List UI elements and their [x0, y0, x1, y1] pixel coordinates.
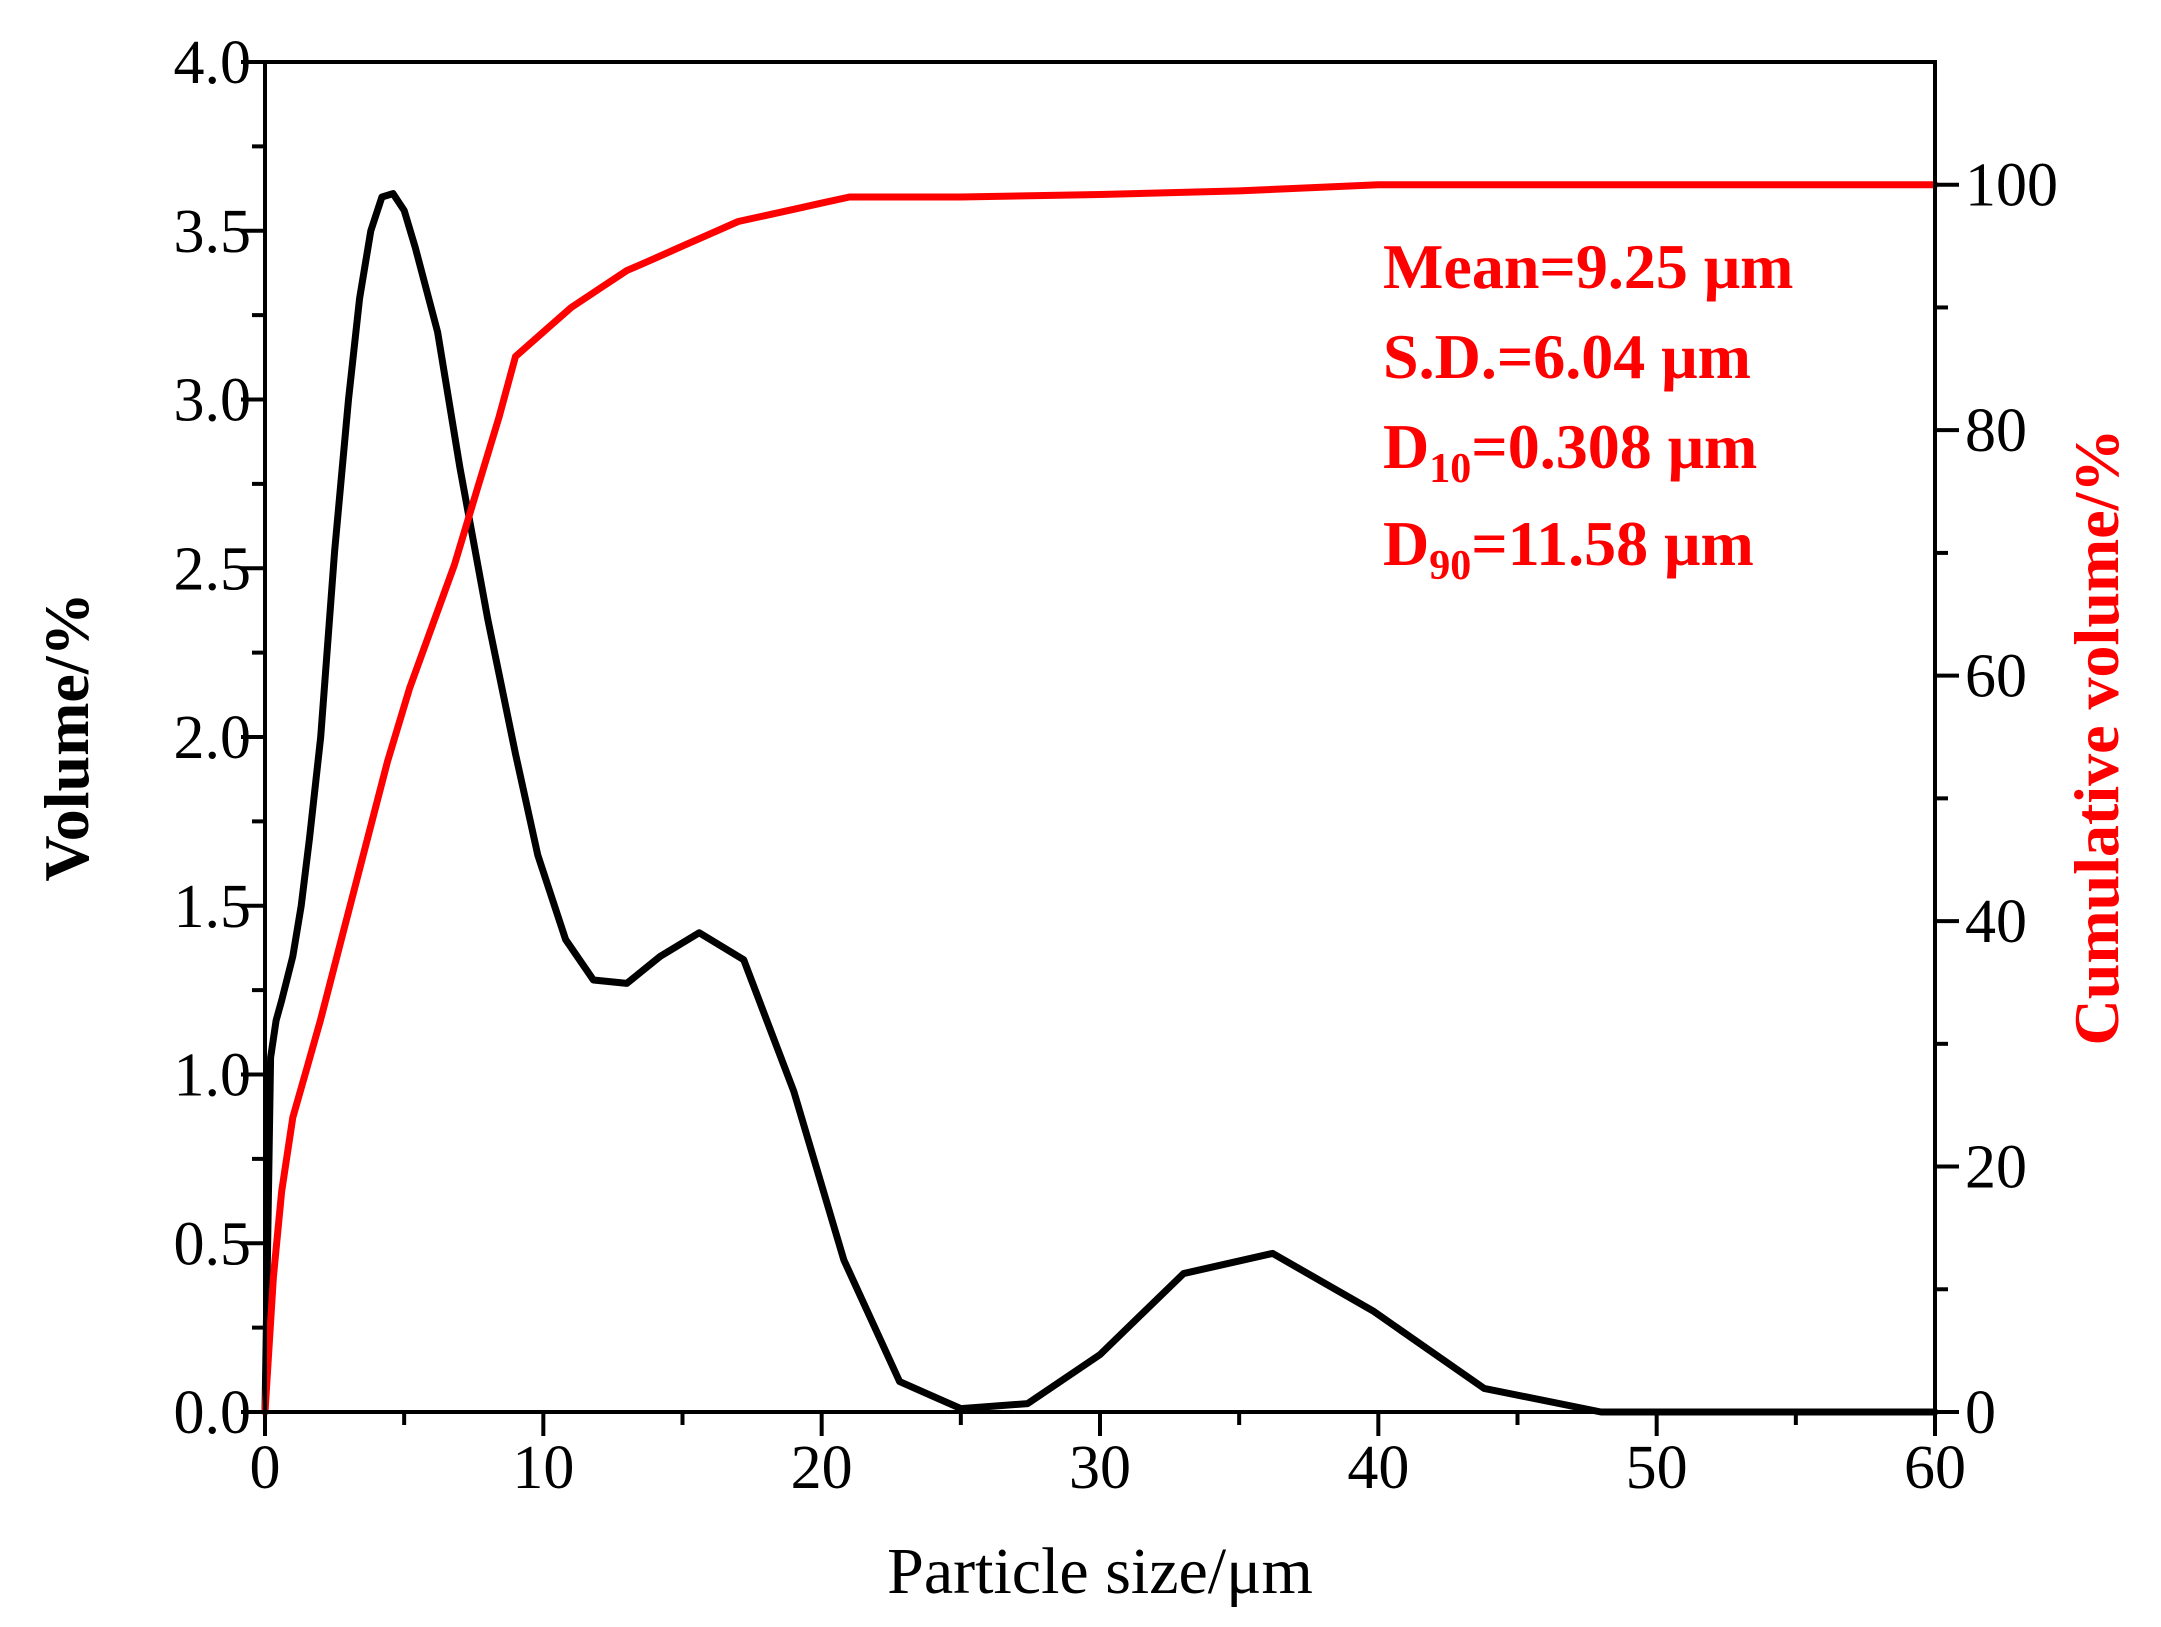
y2-tick-label: 0 — [1965, 1379, 1996, 1447]
annotation-d90-sub: 90 — [1429, 543, 1471, 589]
y-axis-label: Volume/% — [31, 592, 102, 881]
annotation-d90-prefix: D — [1383, 508, 1429, 579]
annotation-sd: S.D.=6.04 μm — [1383, 321, 1751, 392]
x-tick-label: 0 — [250, 1434, 281, 1502]
y-tick-label: 4.0 — [174, 29, 252, 97]
x-tick-label: 40 — [1347, 1434, 1409, 1502]
series-line-cumulative — [261, 181, 1939, 1416]
y-tick-label: 3.5 — [174, 198, 252, 266]
x-tick-label: 50 — [1626, 1434, 1688, 1502]
y-tick-label: 2.5 — [174, 535, 252, 603]
y2-tick-label: 60 — [1965, 643, 2027, 711]
annotation-d10-prefix: D — [1383, 411, 1429, 482]
y-tick-label: 2.0 — [174, 704, 252, 772]
x-axis-label: Particle size/μm — [887, 1535, 1313, 1608]
x-tick-label: 60 — [1904, 1434, 1966, 1502]
annotation-d10-suffix: =0.308 μm — [1471, 411, 1757, 482]
annotation-d10-sub: 10 — [1429, 446, 1471, 492]
y2-axis-label: Cumulative volume/% — [2061, 429, 2132, 1046]
y2-tick-label: 100 — [1965, 152, 2058, 220]
annotation-mean: Mean=9.25 μm — [1383, 231, 1793, 302]
series-layer — [261, 181, 1939, 1416]
y-tick-label: 1.0 — [174, 1042, 252, 1110]
axes-layer: 0 10 20 30 40 50 60 0.0 0.5 1.0 1.5 2.0 2.5 3.0 3.5 4.0… — [174, 29, 2059, 1502]
series-line-volume — [261, 190, 1939, 1416]
annotation-d90: D90=11.58 μm — [1383, 508, 1754, 589]
y2-tick-label: 20 — [1965, 1134, 2027, 1202]
x-tick-label: 20 — [791, 1434, 853, 1502]
y-tick-label: 0.5 — [174, 1210, 252, 1278]
y2-tick-label: 40 — [1965, 888, 2027, 956]
y-tick-label: 3.0 — [174, 367, 252, 435]
y2-tick-label: 80 — [1965, 397, 2027, 465]
x-tick-label: 10 — [512, 1434, 574, 1502]
x-tick-label: 30 — [1069, 1434, 1131, 1502]
y-tick-label: 1.5 — [174, 873, 252, 941]
annotation-d10: D10=0.308 μm — [1383, 411, 1757, 492]
annotation-d90-suffix: =11.58 μm — [1471, 508, 1754, 579]
y-tick-label: 0.0 — [174, 1379, 252, 1447]
